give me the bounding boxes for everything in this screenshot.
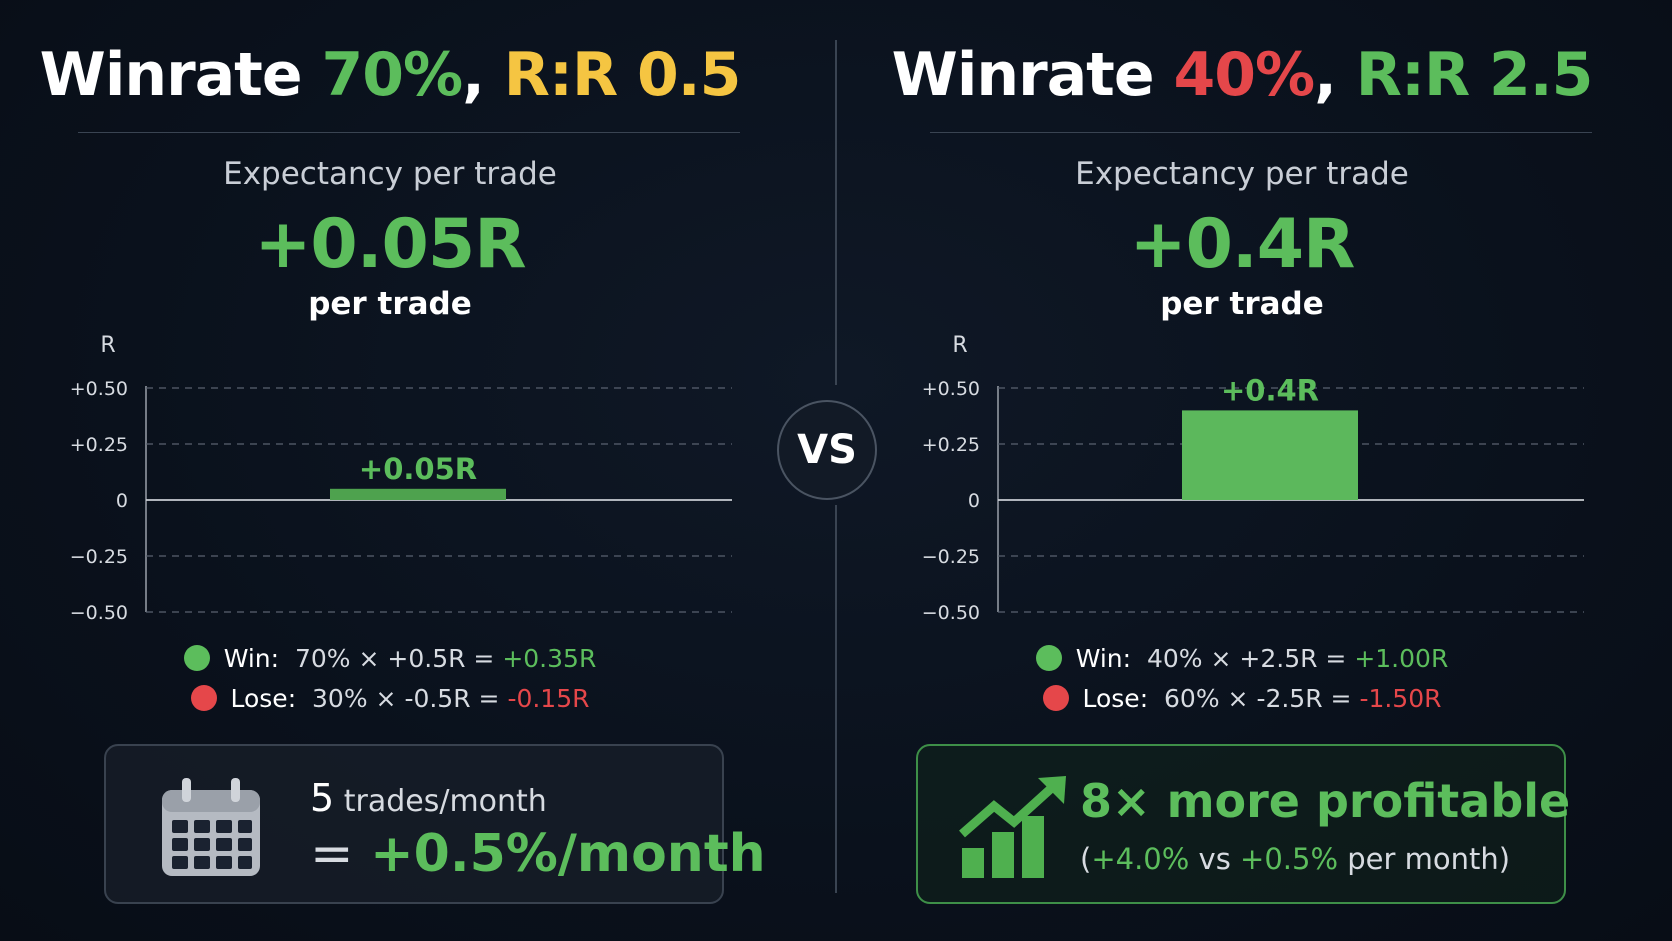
right-summary-box: 8× more profitable (+4.0% vs +0.5% per m… [916, 744, 1570, 904]
expectancy-bar [1182, 410, 1358, 500]
red-dot-icon [190, 685, 217, 711]
y-tick-label: 0 [116, 490, 128, 512]
trades-per-month: 5 trades/month [310, 776, 547, 820]
vs-text: vs [1189, 842, 1241, 876]
monthly-result: = +0.5%/month [310, 824, 766, 884]
trades-count: 5 [310, 776, 335, 820]
right-legend-lose: Lose: 60% × -2.5R = -1.50R [852, 684, 1632, 713]
legend-lose-result: -1.50R [1359, 684, 1442, 713]
legend-lose-calc: 30% × -0.5R = [312, 684, 500, 713]
y-tick-label: +0.50 [922, 378, 980, 400]
calendar-icon [162, 778, 260, 876]
right-panel: Winrate 40%, R:R 2.5 Expectancy per trad… [852, 0, 1632, 941]
center-divider-top [835, 40, 837, 385]
left-title-rr: R:R 0.5 [503, 40, 742, 110]
right-legend-win: Win: 40% × +2.5R = +1.00R [852, 644, 1632, 673]
paren-close: per month) [1338, 842, 1511, 876]
expectancy-bar [330, 488, 506, 500]
left-title: Winrate 70%, R:R 0.5 [0, 40, 780, 110]
legend-win-calc: 40% × +2.5R = [1146, 644, 1347, 673]
green-dot-icon [1035, 645, 1062, 671]
right-expectancy-label: Expectancy per trade [1075, 156, 1409, 192]
profitability-title: 8× more profitable [1080, 774, 1571, 828]
vs-badge: VS [777, 400, 877, 500]
y-tick-label: 0 [968, 490, 980, 512]
green-dot-icon [183, 645, 210, 671]
y-tick-label: +0.25 [70, 434, 128, 456]
right-title-winrate: 40% [1173, 40, 1315, 110]
legend-win-label: Win: [1075, 644, 1132, 673]
left-expectancy-sub: per trade [308, 286, 472, 322]
legend-win-calc: 70% × +0.5R = [294, 644, 495, 673]
monthly-result-value: +0.5%/month [370, 824, 766, 884]
right-title-prefix: Winrate [891, 40, 1174, 110]
paren-open: ( [1080, 842, 1092, 876]
right-expectancy-sub: per trade [1160, 286, 1324, 322]
bar-data-label: +0.4R [1221, 373, 1319, 407]
red-dot-icon [1042, 685, 1069, 711]
left-title-comma: , [462, 40, 504, 110]
right-title-rule [930, 132, 1592, 133]
bar-data-label: +0.05R [359, 452, 477, 486]
right-title-comma: , [1314, 40, 1356, 110]
left-expectancy-label: Expectancy per trade [223, 156, 557, 192]
legend-lose-result: -0.15R [507, 684, 590, 713]
right-title-rr: R:R 2.5 [1355, 40, 1594, 110]
legend-lose-label: Lose: [230, 684, 297, 713]
left-expectancy-chart: R +0.50 +0.25 0 −0.25 −0.50 +0.05R [70, 333, 732, 624]
legend-win-label: Win: [223, 644, 280, 673]
left-summary-box: 5 trades/month = +0.5%/month [104, 744, 766, 904]
left-title-rule [78, 132, 740, 133]
y-tick-label: +0.50 [70, 378, 128, 400]
y-axis-label: R [952, 333, 967, 358]
legend-win-result: +1.00R [1354, 644, 1449, 673]
profitability-comparison: (+4.0% vs +0.5% per month) [1080, 842, 1510, 876]
left-panel: Winrate 70%, R:R 0.5 Expectancy per trad… [0, 0, 780, 941]
y-axis-label: R [100, 333, 115, 358]
center-divider-bottom [835, 505, 837, 893]
trades-text: trades/month [334, 784, 547, 819]
left-title-winrate: 70% [321, 40, 463, 110]
left-expectancy-value: +0.05R [254, 205, 526, 284]
trend-up-chart-icon [959, 776, 1066, 878]
right-expectancy-value: +0.4R [1129, 205, 1356, 284]
left-title-prefix: Winrate [39, 40, 322, 110]
monthly-b: +0.5% [1240, 842, 1339, 876]
equals-sign: = [310, 824, 371, 884]
y-tick-label: −0.50 [922, 602, 980, 624]
right-title: Winrate 40%, R:R 2.5 [852, 40, 1632, 110]
legend-lose-label: Lose: [1082, 684, 1149, 713]
y-tick-label: −0.25 [922, 546, 980, 568]
legend-lose-calc: 60% × -2.5R = [1164, 684, 1352, 713]
y-tick-label: +0.25 [922, 434, 980, 456]
legend-win-result: +0.35R [502, 644, 597, 673]
y-tick-label: −0.25 [70, 546, 128, 568]
left-legend-win: Win: 70% × +0.5R = +0.35R [0, 644, 780, 673]
left-legend-lose: Lose: 30% × -0.5R = -0.15R [0, 684, 780, 713]
y-tick-label: −0.50 [70, 602, 128, 624]
right-expectancy-chart: R +0.50 +0.25 0 −0.25 −0.50 +0.4R [922, 333, 1584, 624]
monthly-a: +4.0% [1091, 842, 1190, 876]
